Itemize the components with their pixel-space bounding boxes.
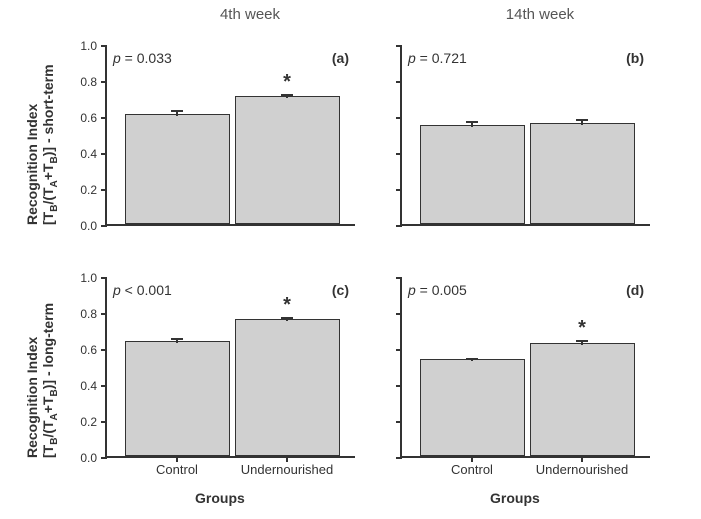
p-value-text: p < 0.001: [113, 282, 172, 298]
significance-star: *: [283, 294, 291, 317]
panel-letter: (d): [626, 282, 644, 298]
x-tick-label: Undernourished: [241, 462, 334, 477]
panel-b: p = 0.721 (b): [400, 46, 650, 226]
error-cap: [281, 317, 293, 319]
bar-control: [125, 114, 230, 224]
y-tick-label: 0.4: [80, 379, 97, 393]
y-tick: [396, 225, 402, 227]
x-tick-label: Control: [156, 462, 198, 477]
x-tick-label: Control: [451, 462, 493, 477]
significance-star: *: [283, 71, 291, 94]
bar-undernourished: [530, 343, 635, 456]
y-tick: [396, 153, 402, 155]
y-tick: [396, 349, 402, 351]
y-tick: [101, 277, 107, 279]
y-tick: [396, 45, 402, 47]
y-tick-label: 0.0: [80, 451, 97, 465]
y-tick-label: 1.0: [80, 39, 97, 53]
p-value-text: p = 0.033: [113, 50, 172, 66]
y-tick: [101, 81, 107, 83]
error-cap: [466, 121, 478, 123]
error-cap: [171, 110, 183, 112]
bar-undernourished: [235, 319, 340, 456]
y-tick: [101, 225, 107, 227]
y-tick-label: 0.6: [80, 343, 97, 357]
y-tick-label: 0.2: [80, 415, 97, 429]
bar-control: [420, 359, 525, 456]
y-tick: [101, 457, 107, 459]
y-tick: [396, 189, 402, 191]
y-tick-label: 0.2: [80, 183, 97, 197]
bar-control: [125, 341, 230, 456]
y-axis-label-top: Recognition Index [TB/(TA+TB)] - short-t…: [24, 64, 60, 225]
x-axis-label-right: Groups: [490, 490, 540, 506]
y-tick: [396, 421, 402, 423]
y-tick: [396, 457, 402, 459]
col-title-right: 14th week: [480, 6, 600, 23]
y-tick: [101, 421, 107, 423]
y-tick: [101, 349, 107, 351]
y-tick: [396, 81, 402, 83]
y-tick: [396, 277, 402, 279]
error-cap: [576, 340, 588, 342]
col-title-left: 4th week: [190, 6, 310, 23]
error-cap: [171, 338, 183, 340]
y-tick-label: 0.8: [80, 307, 97, 321]
panel-letter: (c): [332, 282, 349, 298]
error-cap: [576, 119, 588, 121]
y-tick-label: 0.4: [80, 147, 97, 161]
bar-control: [420, 125, 525, 224]
y-tick: [101, 385, 107, 387]
y-tick-label: 0.6: [80, 111, 97, 125]
y-tick: [101, 313, 107, 315]
panel-letter: (b): [626, 50, 644, 66]
p-value-text: p = 0.721: [408, 50, 467, 66]
y-tick: [101, 189, 107, 191]
x-axis-label-left: Groups: [195, 490, 245, 506]
y-tick: [101, 117, 107, 119]
y-tick-label: 0.0: [80, 219, 97, 233]
significance-star: *: [578, 317, 586, 340]
p-value-text: p = 0.005: [408, 282, 467, 298]
bar-undernourished: [530, 123, 635, 224]
y-tick: [396, 117, 402, 119]
y-tick: [101, 153, 107, 155]
bar-undernourished: [235, 96, 340, 224]
y-tick-label: 0.8: [80, 75, 97, 89]
figure-root: 4th week 14th week Recognition Index [TB…: [0, 0, 701, 519]
y-tick: [396, 385, 402, 387]
panel-letter: (a): [332, 50, 349, 66]
panel-a: 0.00.20.40.60.81.0*p = 0.033(a): [105, 46, 355, 226]
error-cap: [466, 358, 478, 360]
error-cap: [281, 94, 293, 96]
y-tick-label: 1.0: [80, 271, 97, 285]
x-tick-label: Undernourished: [536, 462, 629, 477]
y-axis-label-bottom: Recognition Index [TB/(TA+TB)] - long-te…: [24, 303, 60, 458]
y-tick: [396, 313, 402, 315]
panel-c: 0.00.20.40.60.81.0Control*Undernourished…: [105, 278, 355, 458]
y-tick: [101, 45, 107, 47]
panel-d: Control*Undernourishedp = 0.005(d): [400, 278, 650, 458]
